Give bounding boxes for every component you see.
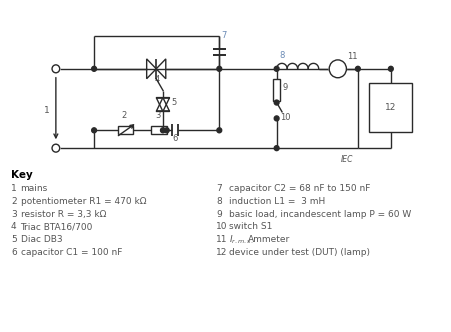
Text: induction L1 =  3 mH: induction L1 = 3 mH xyxy=(229,197,325,206)
Circle shape xyxy=(92,128,97,133)
Text: Key: Key xyxy=(11,170,32,180)
Bar xyxy=(369,83,412,132)
Text: 7: 7 xyxy=(216,184,222,193)
Text: 2: 2 xyxy=(122,112,127,121)
Text: 10: 10 xyxy=(281,114,291,123)
Text: 5: 5 xyxy=(171,98,177,107)
Text: basic load, incandescent lamp P = 60 W: basic load, incandescent lamp P = 60 W xyxy=(229,209,411,218)
Circle shape xyxy=(329,60,346,78)
Text: 3: 3 xyxy=(11,209,17,218)
Text: IEC: IEC xyxy=(341,155,353,164)
Circle shape xyxy=(217,66,222,71)
Circle shape xyxy=(52,144,60,152)
Text: 9: 9 xyxy=(282,83,288,92)
Bar xyxy=(273,79,281,101)
Text: $I_{r.m.s.}$: $I_{r.m.s.}$ xyxy=(229,233,253,246)
Circle shape xyxy=(274,66,279,71)
Text: capacitor C1 = 100 nF: capacitor C1 = 100 nF xyxy=(20,248,122,257)
Text: resistor R = 3,3 kΩ: resistor R = 3,3 kΩ xyxy=(20,209,106,218)
Text: 6: 6 xyxy=(172,134,178,143)
Text: 10: 10 xyxy=(216,222,228,231)
Circle shape xyxy=(274,100,279,105)
Text: 3: 3 xyxy=(155,112,161,121)
Text: 2: 2 xyxy=(11,197,17,206)
Text: 12: 12 xyxy=(216,248,228,257)
Circle shape xyxy=(388,66,393,71)
Text: capacitor C2 = 68 nF to 150 nF: capacitor C2 = 68 nF to 150 nF xyxy=(229,184,370,193)
Text: Triac BTA16/700: Triac BTA16/700 xyxy=(20,222,93,231)
Circle shape xyxy=(274,116,279,121)
Text: 11: 11 xyxy=(347,52,358,61)
Bar xyxy=(152,126,167,134)
Text: 11: 11 xyxy=(216,235,228,244)
Text: 4: 4 xyxy=(11,222,17,231)
Circle shape xyxy=(274,146,279,151)
Text: 7: 7 xyxy=(221,31,226,40)
Text: 8: 8 xyxy=(216,197,222,206)
Text: 5: 5 xyxy=(11,235,17,244)
Text: 1: 1 xyxy=(44,106,50,115)
Text: mains: mains xyxy=(20,184,48,193)
Circle shape xyxy=(164,128,169,133)
Text: 12: 12 xyxy=(385,103,396,112)
Text: switch S1: switch S1 xyxy=(229,222,272,231)
Bar xyxy=(118,126,133,134)
Text: 4: 4 xyxy=(154,75,160,84)
Text: 1: 1 xyxy=(11,184,17,193)
Text: potentiometer R1 = 470 kΩ: potentiometer R1 = 470 kΩ xyxy=(20,197,146,206)
Text: 8: 8 xyxy=(280,51,285,60)
Circle shape xyxy=(92,66,97,71)
Text: 6: 6 xyxy=(11,248,17,257)
Circle shape xyxy=(52,65,60,73)
Text: Ammeter: Ammeter xyxy=(248,235,290,244)
Text: Diac DB3: Diac DB3 xyxy=(20,235,62,244)
Text: 9: 9 xyxy=(216,209,222,218)
Circle shape xyxy=(217,128,222,133)
Text: device under test (DUT) (lamp): device under test (DUT) (lamp) xyxy=(229,248,370,257)
Circle shape xyxy=(355,66,360,71)
Circle shape xyxy=(161,128,166,133)
